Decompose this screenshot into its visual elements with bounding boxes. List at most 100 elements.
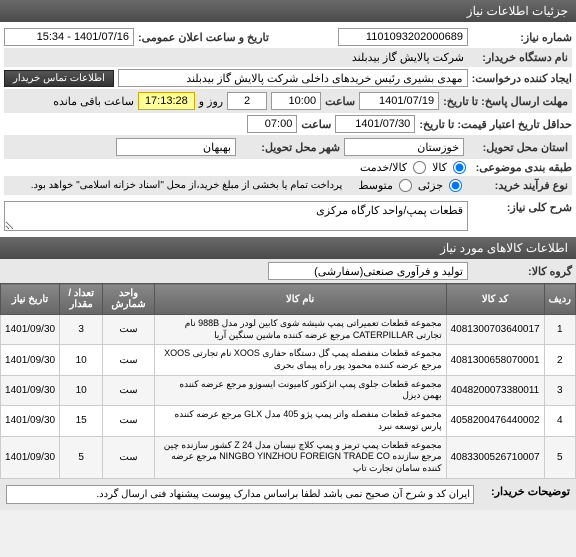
creator-input[interactable]: [118, 69, 468, 87]
process-label: نوع فرآیند خرید:: [468, 179, 568, 192]
cell-unit: ست: [103, 406, 155, 436]
cell-unit: ست: [103, 315, 155, 345]
cell-date: 1401/09/30: [1, 315, 60, 345]
cell-name: مجموعه قطعات پمپ ترمز و پمپ کلاچ نیسان م…: [154, 436, 446, 478]
org-value: شرکت پالایش گاز بیدبلند: [352, 51, 464, 64]
cell-n: 5: [544, 436, 575, 478]
city-input[interactable]: [116, 138, 236, 156]
valid-time-input[interactable]: [247, 115, 297, 133]
goods-table-wrap: ردیف کد کالا نام کالا واحد شمارش تعداد /…: [0, 283, 576, 479]
time-label-2: ساعت: [301, 118, 331, 131]
cell-code: 4048200073380011: [446, 375, 544, 405]
cell-qty: 10: [60, 375, 103, 405]
budget-opt1: کالا: [432, 161, 447, 174]
req-no-input[interactable]: [338, 28, 468, 46]
table-row[interactable]: 34048200073380011مجموعه قطعات جلوی پمپ ا…: [1, 375, 576, 405]
creator-label: ایجاد کننده درخواست:: [472, 72, 572, 85]
cell-unit: ست: [103, 345, 155, 375]
valid-label: حداقل تاریخ اعتبار قیمت: تا تاریخ:: [419, 118, 572, 131]
cell-n: 4: [544, 406, 575, 436]
cell-qty: 15: [60, 406, 103, 436]
page-header: جزئیات اطلاعات نیاز: [0, 0, 576, 22]
cell-n: 3: [544, 375, 575, 405]
cell-name: مجموعه قطعات جلوی پمپ انژکتور کامیونت ای…: [154, 375, 446, 405]
row-summary: شرح کلی نیاز:: [4, 195, 572, 233]
process-radio-2[interactable]: [399, 179, 412, 192]
valid-date-input[interactable]: [335, 115, 415, 133]
col-qty: تعداد / مقدار: [60, 284, 103, 315]
province-input[interactable]: [344, 138, 464, 156]
col-code: کد کالا: [446, 284, 544, 315]
footer-text: ایران کد و شرح آن صحیح نمی باشد لطفا برا…: [6, 485, 474, 504]
row-goods-group: گروه کالا:: [0, 259, 576, 283]
city-label: شهر محل تحویل:: [240, 141, 340, 154]
summary-label: شرح کلی نیاز:: [472, 201, 572, 214]
pub-date-input[interactable]: [4, 28, 134, 46]
form-section: شماره نیاز: تاریخ و ساعت اعلان عمومی: نا…: [0, 22, 576, 237]
col-row: ردیف: [544, 284, 575, 315]
province-label: استان محل تحویل:: [468, 141, 568, 154]
summary-textarea[interactable]: [4, 201, 468, 231]
cell-code: 4083300526710007: [446, 436, 544, 478]
table-row[interactable]: 14081300703640017مجموعه قطعات تعمیراتی پ…: [1, 315, 576, 345]
contact-button[interactable]: اطلاعات تماس خریدار: [4, 70, 114, 87]
cell-date: 1401/09/30: [1, 345, 60, 375]
row-deadline: مهلت ارسال پاسخ: تا تاریخ: ساعت روز و 17…: [4, 89, 572, 113]
table-row[interactable]: 54083300526710007مجموعه قطعات پمپ ترمز و…: [1, 436, 576, 478]
deadline-time-input[interactable]: [271, 92, 321, 110]
row-req-no: شماره نیاز: تاریخ و ساعت اعلان عمومی:: [4, 26, 572, 48]
row-province: استان محل تحویل: شهر محل تحویل:: [4, 135, 572, 159]
process-opt1: جزئی: [418, 179, 443, 192]
cell-date: 1401/09/30: [1, 436, 60, 478]
header-title: جزئیات اطلاعات نیاز: [467, 4, 568, 18]
cell-date: 1401/09/30: [1, 375, 60, 405]
goods-section-title: اطلاعات کالاهای مورد نیاز: [0, 237, 576, 259]
deadline-date-input[interactable]: [359, 92, 439, 110]
footer-label: توضیحات خریدار:: [480, 485, 570, 504]
cell-unit: ست: [103, 436, 155, 478]
cell-date: 1401/09/30: [1, 406, 60, 436]
col-date: تاریخ نیاز: [1, 284, 60, 315]
group-input[interactable]: [268, 262, 468, 280]
cell-unit: ست: [103, 375, 155, 405]
cell-name: مجموعه قطعات منفصله پمپ گل دستگاه حفاری …: [154, 345, 446, 375]
cell-name: مجموعه قطعات تعمیراتی پمپ شیشه شوی کابین…: [154, 315, 446, 345]
budget-opt2: کالا/خدمت: [360, 161, 407, 174]
process-radio-1[interactable]: [449, 179, 462, 192]
cell-code: 4081300703640017: [446, 315, 544, 345]
table-row[interactable]: 44058200476440002مجموعه قطعات منفصله وات…: [1, 406, 576, 436]
time-label-1: ساعت: [325, 95, 355, 108]
row-org: نام دستگاه خریدار: شرکت پالایش گاز بیدبل…: [4, 48, 572, 67]
cell-qty: 5: [60, 436, 103, 478]
row-valid: حداقل تاریخ اعتبار قیمت: تا تاریخ: ساعت: [4, 113, 572, 135]
group-label: گروه کالا:: [472, 265, 572, 278]
cell-code: 4058200476440002: [446, 406, 544, 436]
budget-radio-2[interactable]: [413, 161, 426, 174]
budget-label: طبقه بندی موضوعی:: [472, 161, 572, 174]
days-label: روز و: [199, 95, 223, 108]
req-no-label: شماره نیاز:: [472, 31, 572, 44]
cell-code: 4081300658070001: [446, 345, 544, 375]
days-remain-input[interactable]: [227, 92, 267, 110]
process-opt2: متوسط: [358, 179, 393, 192]
col-unit: واحد شمارش: [103, 284, 155, 315]
org-label: نام دستگاه خریدار:: [468, 51, 568, 64]
main-container: جزئیات اطلاعات نیاز شماره نیاز: تاریخ و …: [0, 0, 576, 510]
table-header-row: ردیف کد کالا نام کالا واحد شمارش تعداد /…: [1, 284, 576, 315]
goods-table: ردیف کد کالا نام کالا واحد شمارش تعداد /…: [0, 283, 576, 479]
deadline-label: مهلت ارسال پاسخ: تا تاریخ:: [443, 95, 568, 108]
budget-radio-1[interactable]: [453, 161, 466, 174]
countdown-badge: 17:13:28: [138, 92, 195, 110]
col-name: نام کالا: [154, 284, 446, 315]
table-row[interactable]: 24081300658070001مجموعه قطعات منفصله پمپ…: [1, 345, 576, 375]
cell-qty: 10: [60, 345, 103, 375]
footer-row: توضیحات خریدار: ایران کد و شرح آن صحیح ن…: [0, 479, 576, 510]
pub-date-label: تاریخ و ساعت اعلان عمومی:: [138, 31, 269, 44]
cell-qty: 3: [60, 315, 103, 345]
row-budget: طبقه بندی موضوعی: کالا کالا/خدمت: [4, 159, 572, 176]
cell-name: مجموعه قطعات منفصله واتر پمپ پژو 405 مدل…: [154, 406, 446, 436]
process-note: پرداخت تمام یا بخشی از مبلغ خرید،از محل …: [31, 180, 343, 191]
cell-n: 1: [544, 315, 575, 345]
row-creator: ایجاد کننده درخواست: اطلاعات تماس خریدار: [4, 67, 572, 89]
cell-n: 2: [544, 345, 575, 375]
